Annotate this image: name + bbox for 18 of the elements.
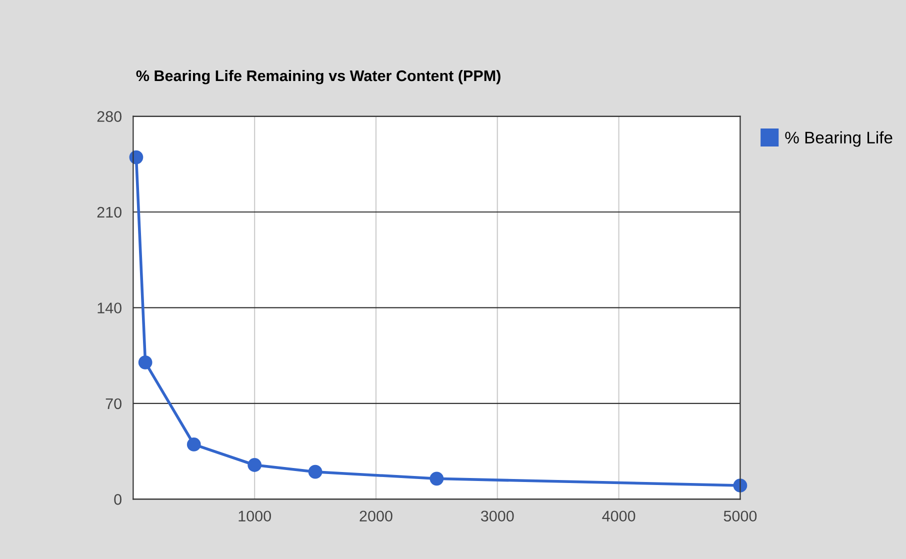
point: [248, 458, 262, 472]
y-tick-label: 70: [106, 398, 122, 410]
x-tick-label: 1000: [238, 510, 271, 522]
x-tick-label: 4000: [602, 510, 636, 522]
y-tick-label: 280: [97, 111, 122, 122]
x-tick-label: 2000: [360, 510, 392, 522]
point: [186, 438, 201, 452]
y-tick-label: 140: [98, 302, 122, 314]
x-tick-label: 5000: [724, 510, 757, 522]
point: [138, 355, 152, 370]
legend-label: % Bearing Life: [785, 131, 892, 147]
x-tick-label: 3000: [480, 510, 514, 522]
y-tick-label: 0: [114, 494, 122, 505]
point: [129, 150, 144, 164]
y-tick-label: 210: [97, 206, 122, 218]
point: [308, 464, 322, 479]
chart-title: % Bearing Life Remaining vs Water Content (PPM): [136, 70, 500, 84]
point: [430, 472, 444, 486]
